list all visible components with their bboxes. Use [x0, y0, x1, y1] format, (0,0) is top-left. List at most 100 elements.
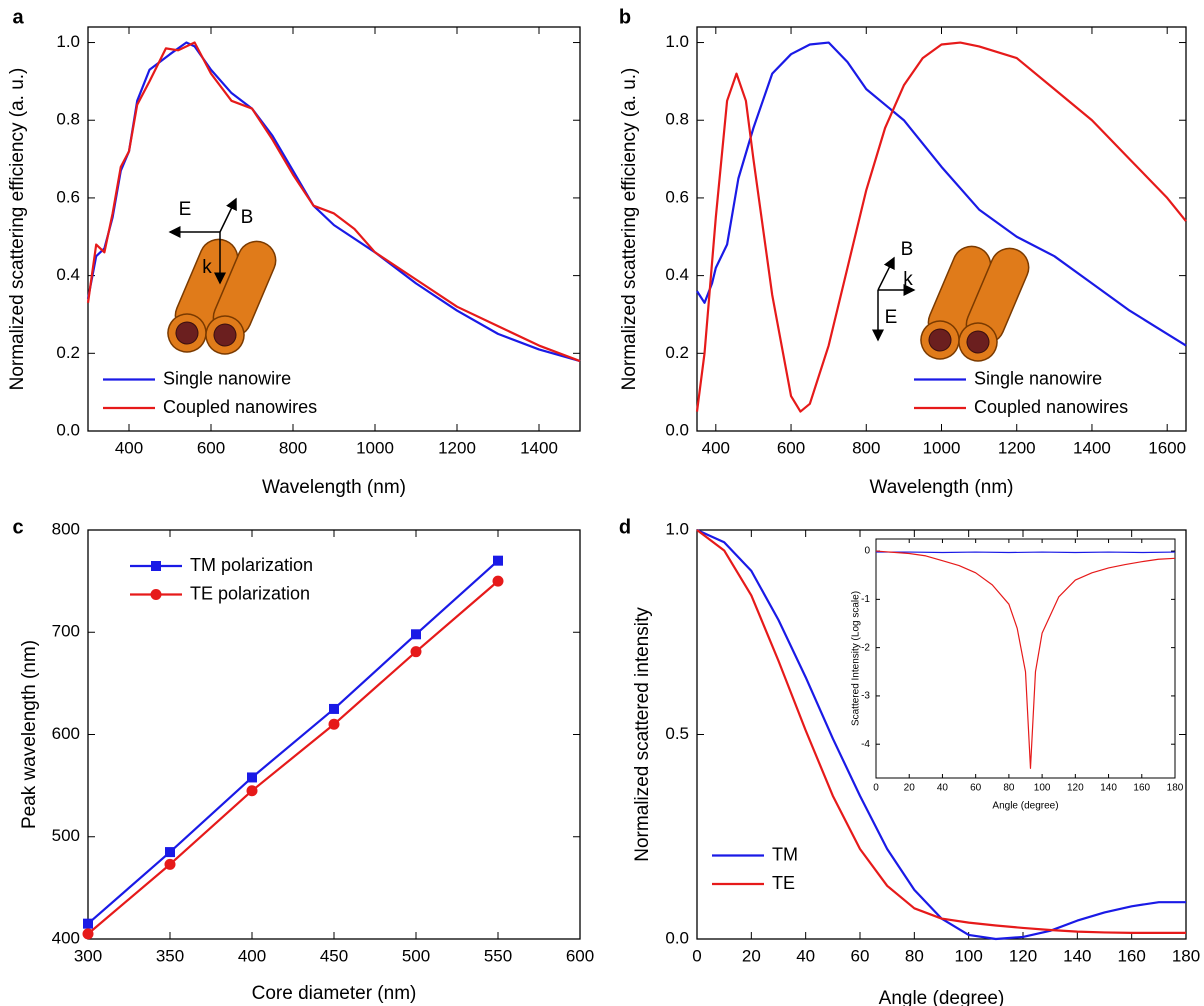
annotation: B: [901, 239, 914, 260]
series-line: [696, 529, 1186, 934]
y-tick-label: -3: [861, 691, 870, 702]
panel-letter: b: [619, 6, 631, 28]
series-line: [696, 41, 1187, 347]
y-tick-label: 700: [52, 622, 80, 641]
x-tick-label: 350: [156, 946, 184, 965]
marker: [82, 928, 94, 940]
y-tick-label: -1: [861, 594, 870, 605]
y-tick-label: 0.4: [56, 265, 80, 284]
y-tick-label: -2: [861, 642, 870, 653]
series-line: [87, 580, 499, 935]
x-tick-label: 550: [484, 946, 512, 965]
marker: [247, 772, 257, 783]
marker: [411, 629, 421, 640]
y-axis-label: Normalized scattered intensity: [632, 607, 653, 862]
y-axis-label: Scattered Intensity (Log scale): [851, 591, 862, 726]
y-tick-label: 0.2: [665, 343, 689, 362]
legend-label: TM polarization: [190, 555, 313, 575]
y-tick-label: 1.0: [56, 32, 80, 51]
plot-frame: [875, 538, 1176, 779]
y-axis-label: Normalized scattering efficiency (a. u.): [7, 68, 28, 391]
y-axis-label: Peak wavelength (nm): [19, 640, 40, 829]
y-tick-label: 0.0: [665, 420, 689, 439]
panel-letter: a: [12, 6, 24, 28]
x-tick-label: 400: [238, 946, 266, 965]
annotation: k: [903, 269, 913, 290]
x-tick-label: 1200: [998, 438, 1036, 457]
marker: [164, 858, 176, 870]
y-tick-label: 0.4: [665, 265, 689, 284]
x-tick-label: 20: [742, 946, 761, 965]
x-tick-label: 60: [970, 783, 982, 794]
x-tick-label: 400: [702, 438, 730, 457]
y-tick-label: 0.2: [56, 343, 80, 362]
y-tick-label: 0: [864, 546, 870, 557]
legend-label: TE polarization: [190, 583, 310, 603]
y-tick-label: 400: [52, 928, 80, 947]
x-tick-label: 0: [873, 783, 879, 794]
marker: [493, 555, 503, 566]
marker: [165, 847, 175, 858]
marker: [492, 575, 504, 587]
panel-letter: d: [619, 516, 631, 538]
plot-frame: [87, 26, 581, 432]
series-line: [87, 559, 499, 925]
series-line: [86, 41, 581, 363]
nanowires-a: [167, 197, 277, 355]
annotation: E: [885, 307, 898, 328]
annotation: B: [241, 207, 254, 228]
inset-background: [876, 539, 1175, 778]
x-tick-label: 1400: [1073, 438, 1111, 457]
y-tick-label: 0.0: [665, 928, 689, 947]
x-tick-label: 1000: [923, 438, 961, 457]
y-tick-label: 0.0: [56, 420, 80, 439]
marker: [151, 561, 161, 571]
x-tick-label: 40: [937, 783, 949, 794]
x-axis-label: Core diameter (nm): [252, 983, 417, 1004]
x-tick-label: 600: [566, 946, 594, 965]
y-tick-label: 1.0: [665, 32, 689, 51]
y-tick-label: 1.0: [665, 519, 689, 538]
x-tick-label: 400: [115, 438, 143, 457]
marker: [150, 589, 162, 600]
nanowires-b: [872, 245, 1030, 362]
y-tick-label: 0.8: [56, 110, 80, 129]
x-tick-label: 600: [197, 438, 225, 457]
legend-label: Coupled nanowires: [163, 397, 317, 417]
plot-frame: [696, 529, 1187, 940]
x-tick-label: 100: [954, 946, 982, 965]
x-tick-label: 40: [796, 946, 815, 965]
series-line: [875, 550, 1176, 769]
y-tick-label: 600: [52, 724, 80, 743]
y-tick-label: 0.6: [665, 187, 689, 206]
x-tick-label: 140: [1063, 946, 1091, 965]
annotation: E: [179, 199, 192, 220]
x-tick-label: 140: [1100, 783, 1117, 794]
x-tick-label: 60: [851, 946, 870, 965]
panel-letter: c: [12, 516, 23, 538]
x-tick-label: 600: [777, 438, 805, 457]
marker: [328, 718, 340, 730]
y-tick-label: 0.8: [665, 110, 689, 129]
x-tick-label: 160: [1133, 783, 1150, 794]
y-tick-label: 800: [52, 519, 80, 538]
y-tick-label: 500: [52, 826, 80, 845]
x-axis-label: Wavelength (nm): [262, 477, 406, 498]
x-tick-label: 450: [320, 946, 348, 965]
legend-label: TM: [772, 844, 798, 864]
x-tick-label: 300: [74, 946, 102, 965]
legend-label: TE: [772, 873, 795, 893]
x-axis-label: Angle (degree): [879, 988, 1005, 1006]
x-tick-label: 80: [905, 946, 924, 965]
x-tick-label: 120: [1009, 946, 1037, 965]
legend-label: Single nanowire: [163, 368, 291, 388]
x-tick-label: 20: [904, 783, 916, 794]
x-tick-label: 160: [1117, 946, 1145, 965]
x-tick-label: 1000: [356, 438, 394, 457]
plot-frame: [87, 529, 581, 940]
plot-frame: [696, 26, 1187, 432]
legend-label: Coupled nanowires: [974, 397, 1128, 417]
x-tick-label: 500: [402, 946, 430, 965]
legend-label: Single nanowire: [974, 368, 1102, 388]
x-tick-label: 0: [692, 946, 701, 965]
